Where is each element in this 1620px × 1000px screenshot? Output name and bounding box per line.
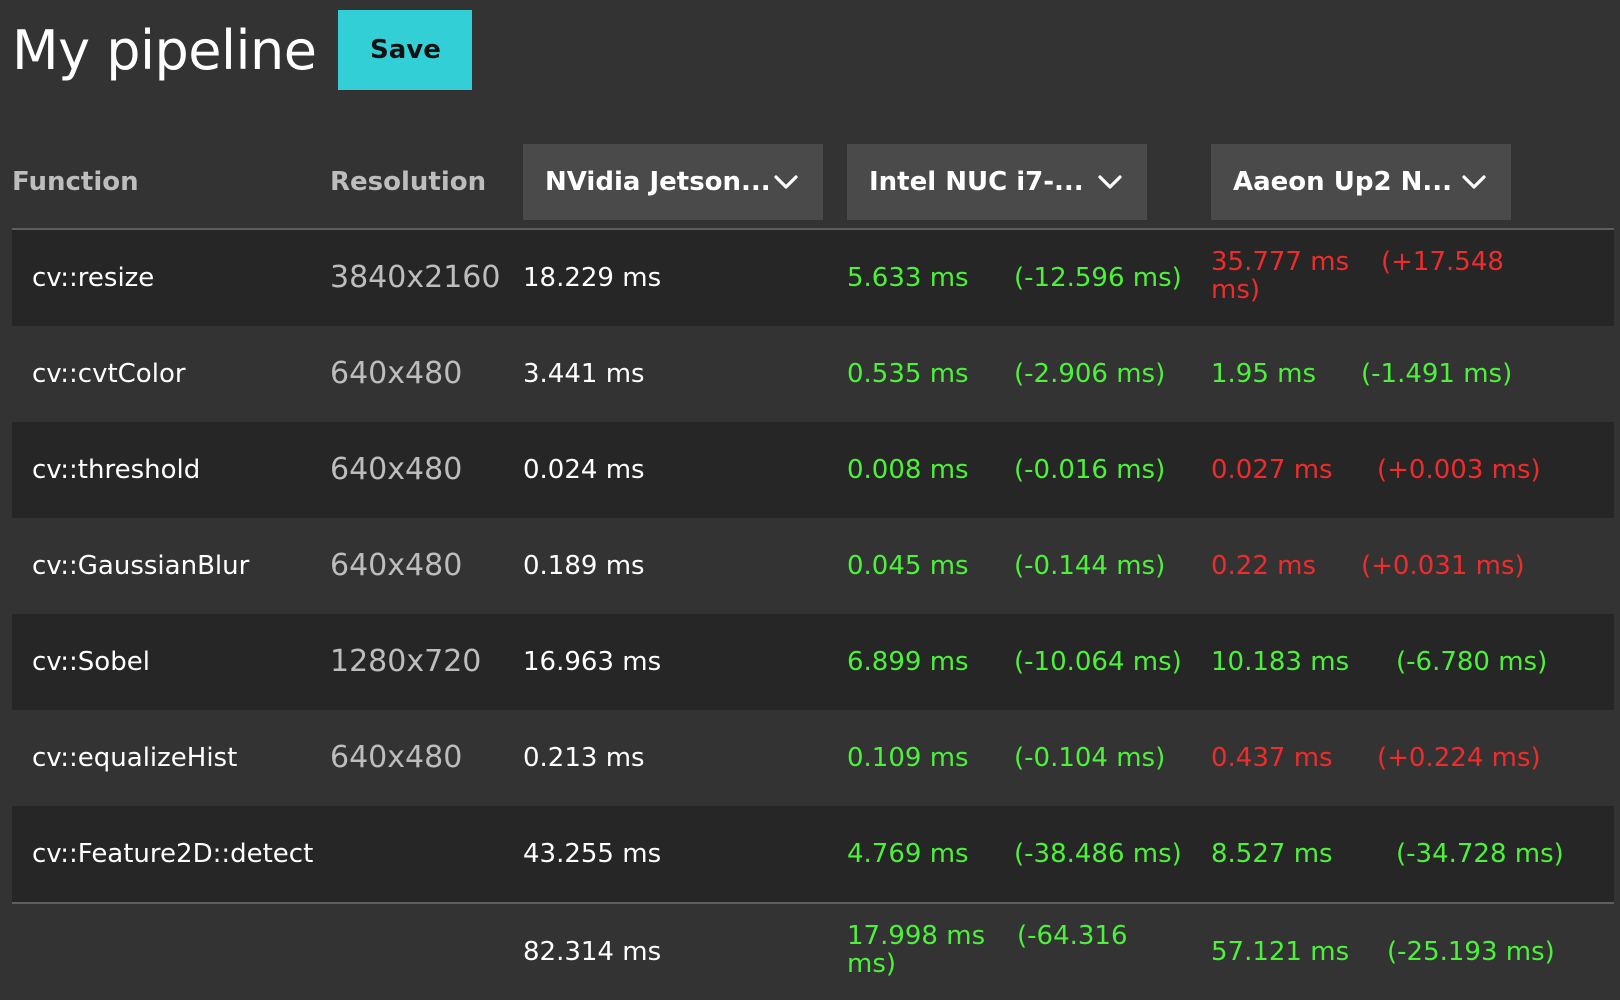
device-2-delta-cell: (-0.104 ms) — [1014, 743, 1166, 773]
function-cell: cv::Feature2D::detect — [32, 839, 314, 869]
baseline-time-cell: 0.024 ms — [523, 455, 645, 485]
device-3-delta-cell: (-34.728 ms) — [1396, 839, 1564, 869]
function-cell: cv::cvtColor — [32, 359, 186, 389]
total-device-2-delta: (-64.316 ms) — [847, 922, 1147, 978]
device-2-delta-cell: (-12.596 ms) — [1014, 263, 1182, 293]
device-2-time-cell: 5.633 ms — [847, 263, 969, 293]
device-3-delta-cell: (+0.224 ms) — [1377, 743, 1541, 773]
total-device-3-time: 57.121 ms — [1211, 937, 1350, 967]
chevron-down-icon — [1462, 175, 1486, 189]
function-cell: cv::threshold — [32, 455, 201, 485]
function-cell: cv::GaussianBlur — [32, 551, 250, 581]
table-row: cv::cvtColor 640x480 3.441 ms 0.535 ms (… — [12, 326, 1614, 422]
total-device-2-time: 17.998 ms — [847, 921, 986, 951]
device-3-time-cell: 0.22 ms — [1211, 551, 1317, 581]
function-cell: cv::resize — [32, 263, 155, 293]
device-2-time-cell: 0.008 ms — [847, 455, 969, 485]
device-select-label: NVidia Jetson... — [545, 167, 771, 197]
device-2-time-cell: 4.769 ms — [847, 839, 969, 869]
page-title: My pipeline — [12, 18, 317, 82]
table-row: cv::GaussianBlur 640x480 0.189 ms 0.045 … — [12, 518, 1614, 614]
function-cell: cv::equalizeHist — [32, 743, 238, 773]
total-device-2-delta-text: (-64.316 ms) — [847, 921, 1128, 979]
device-select-label: Aaeon Up2 N... — [1233, 167, 1452, 197]
device-3-delta-cell: (+0.003 ms) — [1377, 455, 1541, 485]
device-2-delta-cell: (-0.016 ms) — [1014, 455, 1166, 485]
device-3-time-cell: 0.027 ms — [1211, 455, 1333, 485]
total-baseline-time: 82.314 ms — [523, 937, 662, 967]
device-2-delta-cell: (-10.064 ms) — [1014, 647, 1182, 677]
device-3-delta-text: (+17.548 ms) — [1211, 247, 1504, 305]
baseline-time-cell: 0.189 ms — [523, 551, 645, 581]
baseline-time-cell: 18.229 ms — [523, 263, 662, 293]
device-2-time-cell: 0.535 ms — [847, 359, 969, 389]
device-2-time-cell: 0.109 ms — [847, 743, 969, 773]
device-3-time-cell: 10.183 ms — [1211, 647, 1350, 677]
baseline-time-cell: 43.255 ms — [523, 839, 662, 869]
baseline-time-cell: 0.213 ms — [523, 743, 645, 773]
resolution-cell: 1280x720 — [330, 644, 482, 679]
device-2-delta-cell: (-38.486 ms) — [1014, 839, 1182, 869]
resolution-cell: 640x480 — [330, 548, 463, 583]
table-row: cv::resize 3840x2160 18.229 ms 5.633 ms … — [12, 230, 1614, 326]
table-row: cv::Sobel 1280x720 16.963 ms 6.899 ms (-… — [12, 614, 1614, 710]
header-divider — [12, 228, 1614, 230]
page-header: My pipeline Save — [12, 10, 473, 90]
device-select-3[interactable]: Aaeon Up2 N... — [1211, 144, 1511, 220]
device-select-2[interactable]: Intel NUC i7-... — [847, 144, 1147, 220]
save-button[interactable]: Save — [338, 10, 473, 90]
totals-divider — [12, 902, 1614, 904]
device-select-1[interactable]: NVidia Jetson... — [523, 144, 823, 220]
chevron-down-icon — [1098, 175, 1122, 189]
chevron-down-icon — [774, 175, 798, 189]
device-3-time-cell: 8.527 ms — [1211, 839, 1333, 869]
device-3-delta-cell: (-6.780 ms) — [1396, 647, 1548, 677]
device-2-delta-cell: (-2.906 ms) — [1014, 359, 1166, 389]
benchmark-table: Function Resolution NVidia Jetson... Int… — [12, 144, 1614, 1000]
resolution-cell: 640x480 — [330, 740, 463, 775]
device-3-time-cell: 0.437 ms — [1211, 743, 1333, 773]
function-cell: cv::Sobel — [32, 647, 150, 677]
column-header-resolution: Resolution — [330, 167, 487, 197]
device-3-delta-cell: (+0.031 ms) — [1361, 551, 1525, 581]
totals-row: 82.314 ms 17.998 ms (-64.316 ms) 57.121 … — [12, 904, 1614, 1000]
total-device-3-delta: (-25.193 ms) — [1387, 937, 1555, 967]
resolution-cell: 640x480 — [330, 452, 463, 487]
baseline-time-cell: 3.441 ms — [523, 359, 645, 389]
device-2-delta-cell: (-0.144 ms) — [1014, 551, 1166, 581]
device-3-time-cell: 35.777 ms — [1211, 247, 1350, 277]
table-row: cv::equalizeHist 640x480 0.213 ms 0.109 … — [12, 710, 1614, 806]
table-row: cv::threshold 640x480 0.024 ms 0.008 ms … — [12, 422, 1614, 518]
resolution-cell: 3840x2160 — [330, 260, 501, 295]
device-3-delta-cell: (+17.548 ms) — [1211, 248, 1511, 304]
device-2-time-cell: 6.899 ms — [847, 647, 969, 677]
device-3-time-cell: 1.95 ms — [1211, 359, 1317, 389]
device-3-delta-cell: (-1.491 ms) — [1361, 359, 1513, 389]
resolution-cell: 640x480 — [330, 356, 463, 391]
baseline-time-cell: 16.963 ms — [523, 647, 662, 677]
column-header-function: Function — [12, 167, 139, 197]
device-select-label: Intel NUC i7-... — [869, 167, 1084, 197]
table-row: cv::Feature2D::detect 43.255 ms 4.769 ms… — [12, 806, 1614, 902]
table-header: Function Resolution NVidia Jetson... Int… — [12, 144, 1614, 228]
device-2-time-cell: 0.045 ms — [847, 551, 969, 581]
